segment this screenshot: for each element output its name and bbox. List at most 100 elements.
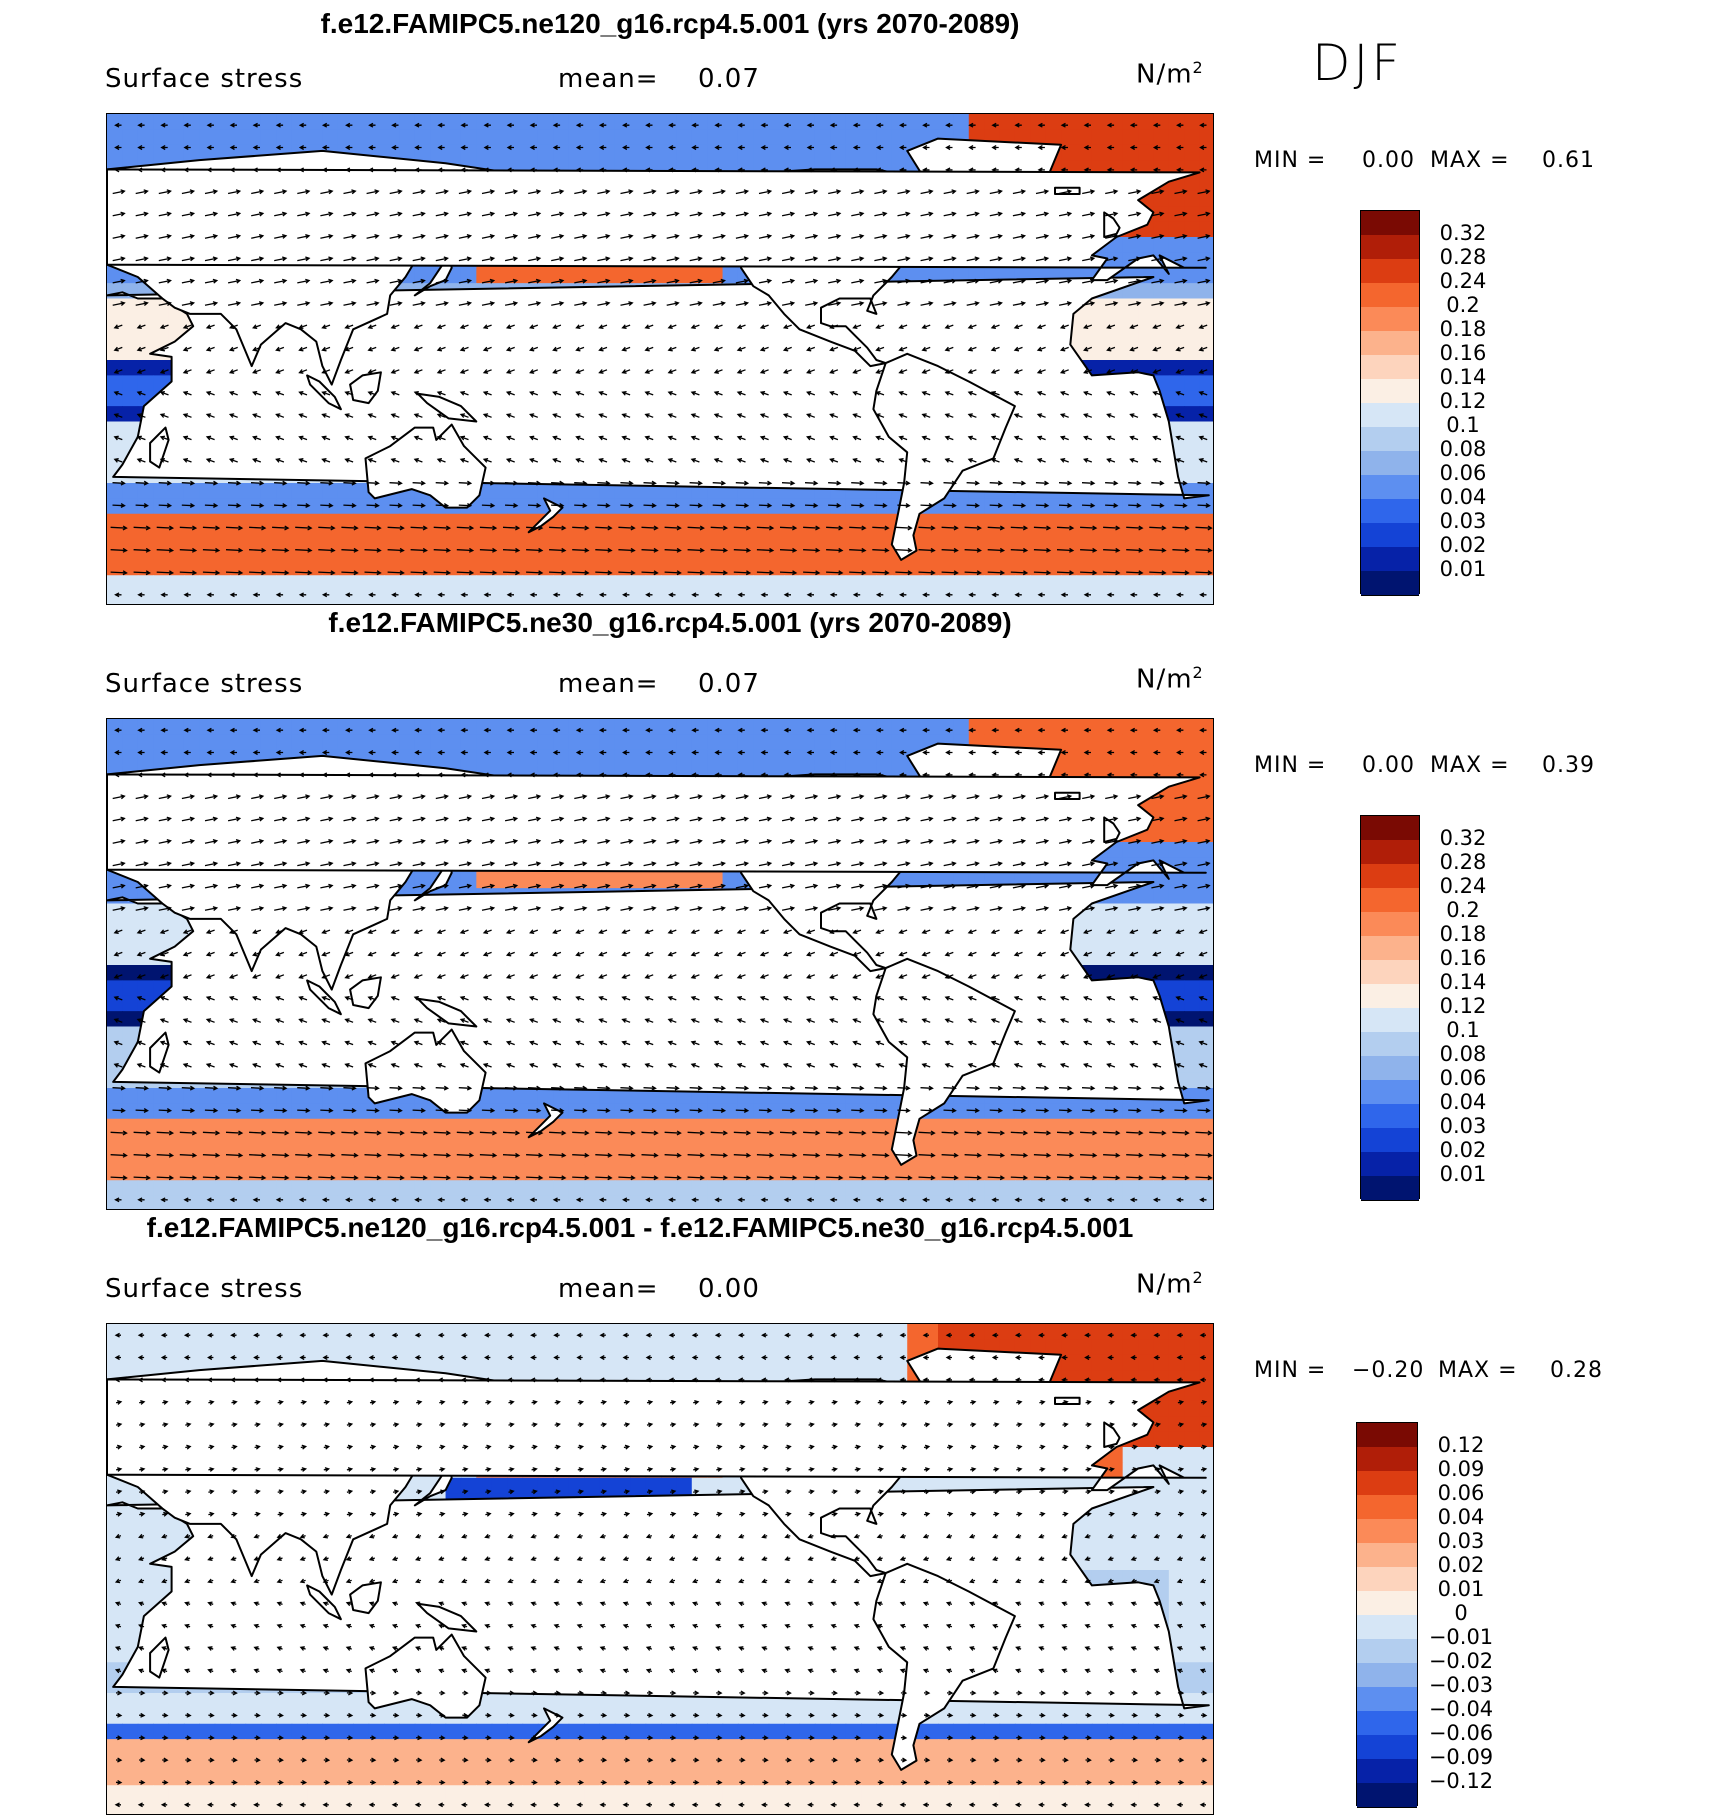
vector-arrow	[1037, 145, 1045, 151]
vector-arrow	[114, 145, 122, 151]
field-cell	[122, 749, 139, 766]
map-panel-1: f.e12.FAMIPC5.ne120_g16.rcp4.5.001 (yrs …	[0, 0, 1710, 605]
vector-arrow	[229, 122, 237, 128]
vector-arrow	[114, 122, 122, 128]
field-cell	[507, 734, 524, 751]
vector-arrow	[645, 167, 653, 173]
field-cell	[384, 529, 400, 546]
vector-arrow	[204, 233, 219, 239]
field-cell	[230, 483, 247, 499]
vector-arrow	[275, 145, 284, 151]
field-cell	[183, 734, 200, 751]
field-cell	[645, 129, 662, 146]
vector-arrow	[828, 233, 842, 239]
field-cell	[876, 719, 893, 735]
field-cell	[168, 734, 185, 751]
field-cell	[491, 872, 508, 889]
field-cell	[753, 529, 770, 546]
field-cell	[645, 719, 662, 735]
vector-arrow	[1152, 145, 1161, 151]
field-cell	[1122, 344, 1139, 361]
vector-arrow	[1199, 167, 1207, 173]
field-cell	[984, 114, 1001, 130]
field-cell	[1184, 780, 1201, 797]
field-cell	[691, 114, 708, 130]
vector-arrow	[1128, 211, 1142, 217]
vector-arrow	[874, 189, 888, 195]
field-cell	[476, 590, 493, 604]
vector-arrow	[1151, 211, 1165, 217]
vector-arrow	[343, 233, 357, 239]
field-cell	[1122, 559, 1139, 576]
field-cell	[399, 513, 416, 530]
field-cell	[122, 313, 139, 330]
field-cell	[1199, 221, 1213, 238]
vector-arrow	[737, 145, 745, 151]
variable-label: Surface stress	[105, 64, 304, 94]
field-cell	[553, 719, 570, 735]
field-cell	[307, 575, 324, 592]
field-cell	[1184, 734, 1201, 751]
vector-arrow	[158, 233, 172, 239]
field-cell	[122, 360, 139, 376]
field-cell	[1014, 559, 1031, 576]
field-cell	[984, 544, 1001, 561]
field-cell	[445, 544, 462, 561]
field-cell	[1184, 590, 1201, 604]
vector-arrow	[366, 211, 380, 217]
field-cell	[953, 529, 970, 546]
field-cell	[1122, 734, 1139, 751]
field-cell	[384, 513, 400, 530]
field-cell	[1030, 129, 1047, 146]
field-cell	[1168, 237, 1185, 253]
field-cell	[122, 498, 139, 515]
field-cell	[661, 114, 677, 130]
vector-arrow	[135, 211, 149, 217]
field-cell	[445, 513, 462, 530]
field-cell	[584, 129, 601, 146]
field-cell	[645, 114, 662, 130]
field-cell	[768, 734, 785, 751]
field-cell	[845, 513, 862, 530]
field-cell	[507, 529, 524, 546]
field-cell	[1091, 590, 1108, 604]
field-cell	[1184, 498, 1201, 515]
field-cell	[1153, 590, 1170, 604]
field-cell	[891, 575, 908, 592]
vector-arrow	[206, 145, 214, 151]
vector-arrow	[574, 189, 588, 195]
field-cell	[768, 575, 785, 592]
field-cell	[168, 313, 185, 330]
field-cell	[430, 129, 447, 146]
vector-arrow	[181, 211, 196, 217]
field-cell	[230, 529, 247, 546]
colorbar-tick-label: 0.1	[1446, 413, 1480, 437]
field-cell	[445, 575, 462, 592]
vector-arrow	[137, 145, 145, 151]
field-cell	[861, 129, 878, 146]
mean-label: mean=	[558, 669, 659, 699]
field-cell	[907, 734, 924, 751]
vector-arrow	[320, 189, 334, 195]
vector-arrow	[1058, 189, 1073, 195]
field-cell	[122, 918, 139, 935]
field-cell	[460, 559, 477, 576]
field-cell	[291, 590, 308, 604]
field-cell	[1014, 129, 1031, 146]
field-cell	[553, 114, 570, 130]
field-cell	[460, 719, 477, 735]
field-cell	[968, 544, 985, 561]
field-cell	[691, 719, 708, 735]
field-cell	[1153, 221, 1170, 238]
vector-arrow	[320, 211, 334, 217]
field-cell	[722, 719, 739, 735]
field-cell	[199, 590, 216, 604]
field-cell	[707, 590, 724, 604]
field-cell	[553, 513, 570, 530]
field-cell	[938, 575, 954, 592]
field-cell	[122, 980, 139, 997]
field-cell	[107, 421, 123, 438]
vector-arrow	[1199, 122, 1207, 128]
field-cell	[876, 513, 893, 530]
vector-arrow	[1129, 122, 1138, 128]
